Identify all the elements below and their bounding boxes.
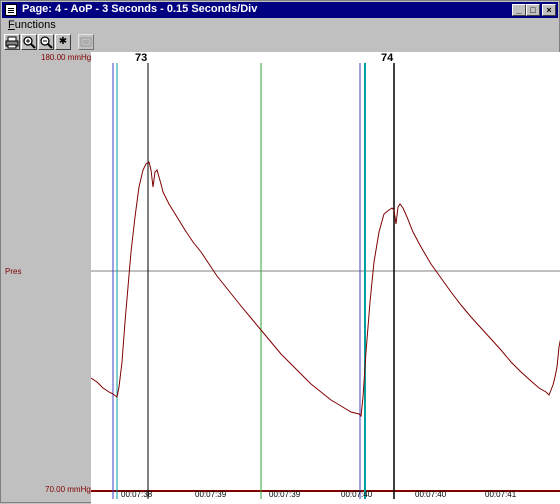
maximize-button[interactable]: □ [526,4,540,16]
time-label-2: 00:07:39 [195,490,227,499]
close-button[interactable]: × [542,4,556,16]
time-label-5: 00:07:40 [415,490,447,499]
zoom-in-button[interactable] [21,34,37,50]
beat-label-74: 74 [381,52,394,64]
waveform-svg[interactable] [91,52,560,504]
menu-bar: Functions [2,19,558,33]
minimize-button[interactable]: _ [512,4,526,16]
beat-label-73: 73 [135,52,148,64]
asterisk-button[interactable]: ✱ [55,34,71,50]
printer-icon [5,36,19,49]
app-icon[interactable] [5,4,17,16]
asterisk-icon: ✱ [58,36,68,47]
time-label-4: 00:07:40 [341,490,373,499]
y-min-label: 70.00 mmHg [45,485,91,494]
channel-name: Pres [5,267,22,276]
pressure-trace [91,161,560,418]
disabled-tool-icon [80,37,92,47]
print-button[interactable] [4,34,20,50]
time-label-3: 00:07:39 [269,490,301,499]
window-title: Page: 4 - AoP - 3 Seconds - 0.15 Seconds… [22,3,258,15]
time-label-1: 00:07:38 [121,490,153,499]
time-label-6: 00:07:41 [485,490,517,499]
waveform-plot[interactable] [91,52,560,504]
disabled-tool-button[interactable] [78,34,94,50]
toolbar: ✱ [2,33,558,51]
title-bar: Page: 4 - AoP - 3 Seconds - 0.15 Seconds… [2,2,558,18]
menu-functions[interactable]: Functions [8,19,56,31]
zoom-in-icon [23,36,36,49]
y-max-label: 180.00 mmHg [41,53,92,62]
zoom-out-button[interactable] [38,34,54,50]
zoom-out-icon [40,36,53,49]
